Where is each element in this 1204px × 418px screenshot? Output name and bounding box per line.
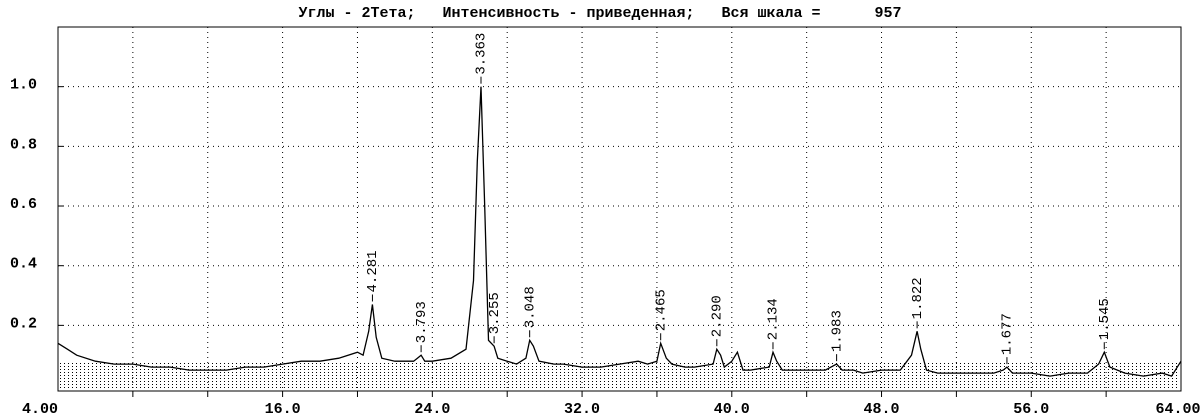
peak-label: 4.281 <box>365 250 381 292</box>
peak-label: 3.048 <box>522 286 538 328</box>
peak-label: 1.822 <box>910 277 926 319</box>
x-tick-label: 4.00 <box>22 401 58 418</box>
peak-label: 1.983 <box>829 310 845 352</box>
x-tick-label: 56.0 <box>1013 401 1049 418</box>
peak-label: 3.793 <box>414 301 430 343</box>
peak-label: 2.465 <box>653 289 669 331</box>
y-tick-label: 0.2 <box>10 315 37 332</box>
peak-label: 2.134 <box>766 298 782 340</box>
data-line <box>57 86 1182 377</box>
y-tick-label: 0.6 <box>10 196 37 213</box>
y-tick-label: 0.4 <box>10 256 37 273</box>
peak-label: 3.363 <box>474 33 490 75</box>
chart-title: Углы - 2Тета; Интенсивность - приведенна… <box>298 5 901 22</box>
x-tick-label: 48.0 <box>864 401 900 418</box>
x-tick-label: 16.0 <box>265 401 301 418</box>
plot-frame <box>57 26 1182 392</box>
peak-label: 1.545 <box>1097 298 1113 340</box>
peak-label: 2.290 <box>710 295 726 337</box>
x-tick-label: 32.0 <box>564 401 600 418</box>
baseline-hatch <box>59 362 1180 390</box>
y-tick-label: 1.0 <box>10 77 37 94</box>
x-tick-label: 40.0 <box>714 401 750 418</box>
peak-label: 1.677 <box>1000 313 1016 355</box>
peak-label: 3.255 <box>487 292 503 334</box>
x-tick-label: 64.00 <box>1155 401 1200 418</box>
y-tick-label: 0.8 <box>10 136 37 153</box>
x-tick-label: 24.0 <box>414 401 450 418</box>
